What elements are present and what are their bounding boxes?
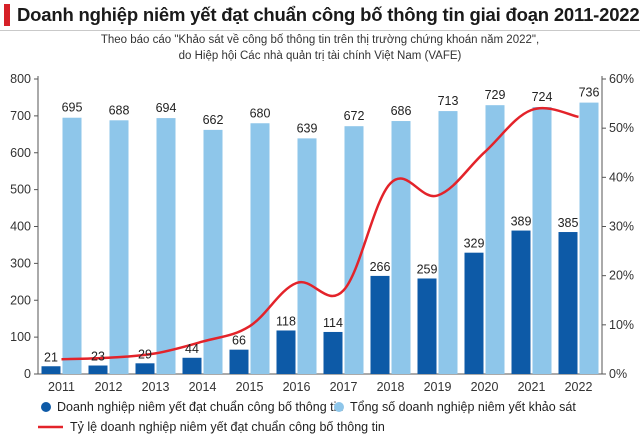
y-right-tick-label: 30%	[609, 220, 634, 234]
bar-total-2016	[297, 138, 317, 374]
x-tick-label: 2022	[565, 380, 593, 394]
bar-total-2021	[532, 107, 552, 375]
data-label-standard: 266	[370, 260, 391, 274]
bar-standard-2019	[417, 278, 437, 374]
x-tick-label: 2017	[330, 380, 358, 394]
y-right-tick-label: 50%	[609, 121, 634, 135]
x-tick-label: 2013	[142, 380, 170, 394]
y-left-tick-label: 400	[10, 220, 31, 234]
bar-standard-2021	[511, 230, 531, 374]
legend-standard-label: Doanh nghiệp niêm yết đạt chuẩn công bố …	[57, 400, 343, 414]
data-label-standard: 389	[511, 215, 532, 229]
y-right-tick-label: 10%	[609, 318, 634, 332]
y-right-tick-label: 40%	[609, 170, 634, 184]
title-bar: Doanh nghiệp niêm yết đạt chuẩn công bố …	[0, 0, 640, 30]
y-left-tick-label: 200	[10, 293, 31, 307]
bar-total-2018	[391, 121, 411, 374]
y-left-tick-label: 800	[10, 72, 31, 86]
bar-standard-2012	[88, 365, 108, 374]
x-tick-label: 2018	[377, 380, 405, 394]
x-tick-label: 2012	[95, 380, 123, 394]
data-label-standard: 385	[558, 216, 579, 230]
y-left-tick-label: 100	[10, 330, 31, 344]
data-label-standard: 21	[44, 350, 58, 364]
bar-total-2020	[485, 105, 505, 375]
data-label-total: 729	[485, 88, 506, 102]
data-label-total: 672	[344, 109, 365, 123]
x-tick-label: 2016	[283, 380, 311, 394]
x-tick-label: 2019	[424, 380, 452, 394]
y-left-tick-label: 500	[10, 183, 31, 197]
data-label-total: 694	[156, 101, 177, 115]
title-accent-bar	[4, 4, 10, 26]
data-label-standard: 118	[276, 314, 296, 328]
data-label-total: 686	[391, 104, 412, 118]
bar-standard-2014	[182, 357, 202, 374]
title-divider	[0, 30, 640, 31]
bar-standard-2013	[135, 363, 155, 374]
bar-total-2015	[250, 123, 270, 374]
data-label-standard: 44	[185, 342, 199, 356]
y-left-tick-label: 300	[10, 256, 31, 270]
bar-standard-2022	[558, 232, 578, 374]
data-label-total: 662	[203, 113, 224, 127]
bar-total-2011	[62, 117, 82, 374]
data-label-standard: 259	[417, 262, 438, 276]
data-label-total: 736	[579, 86, 600, 100]
bar-standard-2015	[229, 349, 249, 374]
x-tick-label: 2021	[518, 380, 546, 394]
line-ratio-series	[61, 106, 579, 361]
bar-standard-2011	[41, 366, 61, 374]
x-tick-label: 2011	[48, 380, 75, 394]
data-label-total: 688	[109, 103, 130, 117]
legend-ratio-label: Tỷ lệ doanh nghiệp niêm yết đạt chuẩn cô…	[70, 420, 385, 434]
data-label-total: 695	[62, 101, 83, 115]
y-left-tick-label: 0	[24, 367, 31, 381]
data-label-total: 639	[297, 121, 318, 135]
data-label-total: 713	[438, 94, 459, 108]
bar-standard-2017	[323, 331, 343, 374]
x-tick-label: 2020	[471, 380, 499, 394]
chart-subtitle-line-2: do Hiệp hội Các nhà quản trị tài chính V…	[178, 50, 462, 62]
data-label-standard: 29	[138, 347, 152, 361]
data-label-standard: 329	[464, 237, 485, 251]
y-right-tick-label: 20%	[609, 269, 634, 283]
chart-title: Doanh nghiệp niêm yết đạt chuẩn công bố …	[17, 4, 640, 25]
y-right-tick-label: 0%	[609, 367, 627, 381]
legend-standard-swatch	[41, 402, 51, 412]
y-right-tick-label: 60%	[609, 72, 634, 86]
x-tick-label: 2015	[236, 380, 264, 394]
y-left-tick-label: 700	[10, 109, 31, 123]
bar-total-2019	[438, 111, 458, 375]
bar-standard-2020	[464, 252, 484, 374]
bar-standard-2018	[370, 275, 390, 374]
legend-total-swatch	[334, 402, 344, 412]
bar-total-2013	[156, 118, 176, 375]
bar-total-2014	[203, 129, 223, 374]
x-tick-label: 2014	[189, 380, 217, 394]
data-label-standard: 66	[232, 334, 246, 348]
bar-total-2022	[579, 102, 599, 374]
bar-total-2017	[344, 126, 364, 374]
y-left-tick-label: 600	[10, 146, 31, 160]
legend-total-label: Tổng số doanh nghiệp niêm yết khảo sát	[350, 400, 576, 414]
data-label-standard: 23	[91, 350, 105, 364]
data-label-total: 724	[532, 90, 553, 104]
bar-total-2012	[109, 120, 129, 374]
chart-subtitle-line-1: Theo báo cáo "Khảo sát về công bố thông …	[100, 34, 540, 46]
bar-standard-2016	[276, 330, 296, 374]
data-label-standard: 114	[323, 316, 343, 330]
data-label-total: 680	[250, 106, 271, 120]
